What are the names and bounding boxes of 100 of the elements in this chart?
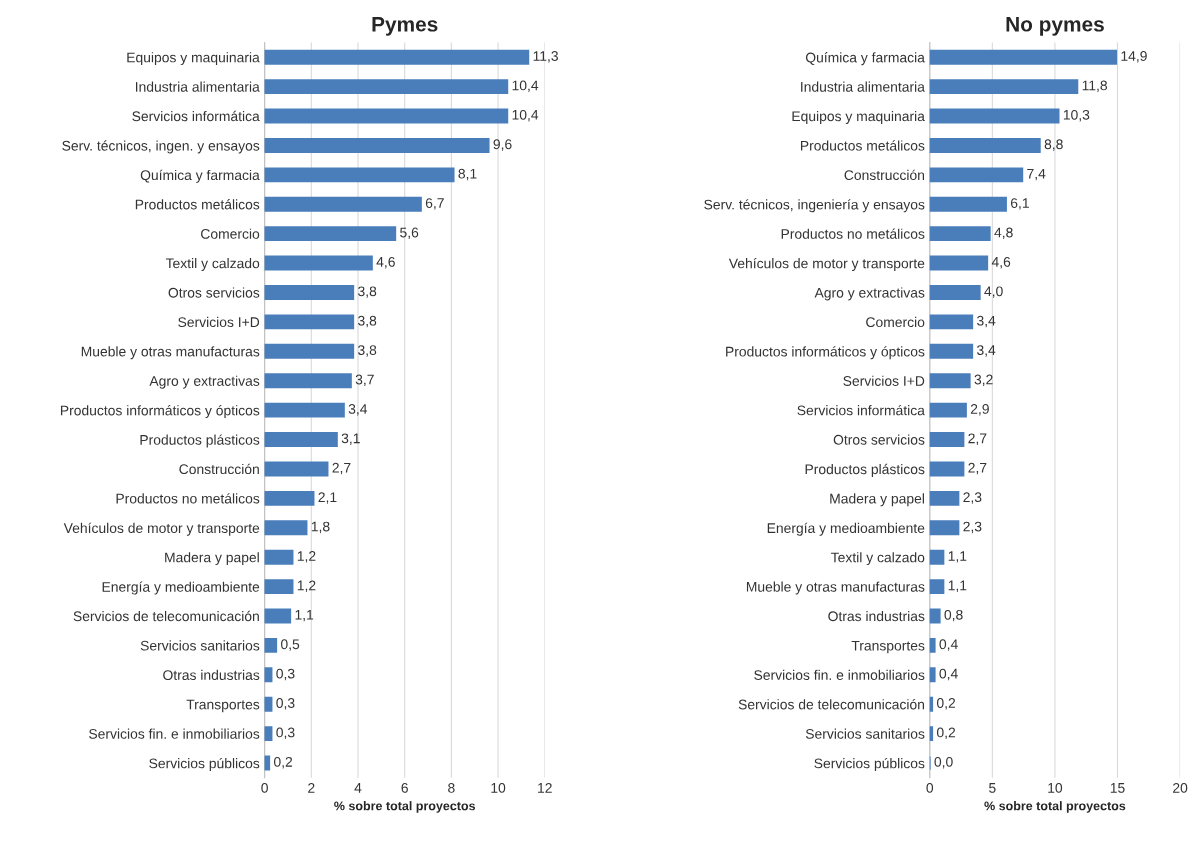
y-tick-label: Mueble y otras manufacturas [81, 346, 260, 360]
bar [264, 549, 294, 565]
x-tick-label: 12 [538, 782, 552, 793]
y-tick-label: Serv. técnicos, ingeniería y ensayos [704, 199, 925, 213]
bar [264, 255, 373, 271]
y-tick-label: Vehículos de motor y transporte [728, 257, 925, 272]
bar [264, 373, 352, 389]
y-tick-label: Construcción [844, 169, 924, 181]
bar [264, 285, 355, 300]
y-tick-label: Mueble y otras manufacturas [746, 581, 925, 595]
y-tick-label: Servicios sanitarios [805, 728, 925, 739]
y-tick-label: Productos plásticos [140, 434, 260, 448]
data-label: 1,1 [295, 610, 314, 622]
y-tick-label: Madera y papel [830, 493, 924, 507]
bar [929, 402, 967, 418]
data-label: 0,3 [276, 727, 295, 739]
data-label: 1,8 [311, 521, 330, 534]
data-label: 3,1 [341, 433, 360, 445]
data-label: 0,2 [936, 727, 956, 739]
y-tick-label: Servicios sanitarios [140, 640, 260, 651]
data-label: 0,3 [276, 668, 295, 681]
data-label: 2,3 [963, 521, 982, 534]
y-tick-label: Comercio [201, 228, 260, 239]
data-label: 0,8 [944, 609, 963, 622]
x-tick-label: 4 [354, 783, 362, 793]
bar [929, 49, 1118, 65]
data-label: 3,8 [358, 286, 377, 298]
y-tick-label: Productos no metálicos [781, 228, 925, 239]
bar [264, 314, 355, 330]
bar [929, 549, 945, 565]
bar [264, 196, 422, 212]
data-label: 3,4 [977, 345, 996, 357]
y-tick-label: Servicios I+D [178, 316, 260, 328]
data-label: 0,5 [281, 639, 300, 651]
bar [264, 402, 345, 418]
y-tick-label: Construcción [179, 463, 259, 475]
bar [929, 373, 971, 389]
x-tick-label: 6 [401, 782, 408, 793]
bar [264, 726, 273, 742]
x-axis-title: % sobre total proyectos [334, 801, 476, 813]
y-tick-label: Servicios informática [132, 110, 260, 122]
data-label: 1,2 [297, 551, 316, 563]
data-label: 2,9 [970, 404, 989, 416]
bar [929, 314, 974, 330]
y-tick-label: Madera y papel [165, 552, 259, 566]
bar [929, 667, 936, 683]
data-label: 4,0 [984, 286, 1003, 298]
chart-title: No pymes [1006, 17, 1104, 36]
y-tick-label: Textil y calzado [165, 258, 260, 271]
data-label: 10,4 [512, 109, 539, 122]
y-tick-label: Otras industrias [828, 610, 925, 622]
data-label: 8,8 [1044, 139, 1063, 151]
bar [929, 137, 1041, 153]
y-tick-label: Química y farmacia [805, 52, 925, 66]
bar [264, 226, 397, 242]
y-tick-label: Equipos y maquinaria [127, 52, 260, 66]
bar [929, 726, 934, 742]
bar [929, 579, 945, 595]
data-label: 8,1 [458, 168, 477, 181]
bar [929, 196, 1007, 212]
data-label: 2,7 [968, 462, 987, 475]
y-tick-label: Textil y calzado [831, 552, 925, 566]
y-tick-label: Agro y extractivas [149, 375, 260, 389]
data-label: 0,0 [934, 756, 953, 769]
bar [929, 520, 960, 536]
y-tick-label: Servicios fin. e inmobiliarios [89, 728, 260, 739]
bar [264, 520, 308, 536]
data-label: 3,8 [358, 315, 377, 328]
bar [929, 285, 981, 300]
x-tick-label: 8 [448, 782, 455, 793]
data-label: 2,7 [332, 462, 351, 475]
y-tick-label: Servicios de telecomunicación [738, 699, 925, 710]
data-label: 10,4 [512, 80, 539, 92]
y-tick-label: Servicios fin. e inmobiliarios [754, 669, 925, 680]
data-label: 3,2 [974, 374, 993, 387]
y-tick-label: Servicios de telecomunicación [73, 610, 259, 622]
bar [264, 490, 315, 506]
bar [929, 343, 974, 359]
y-tick-label: Productos informáticos y ópticos [60, 405, 260, 419]
x-tick-label: 10 [1048, 782, 1063, 793]
bar [264, 432, 338, 447]
x-axis-title: % sobre total proyectos [984, 801, 1126, 813]
data-label: 2,1 [318, 492, 337, 504]
bar [929, 696, 934, 712]
y-tick-label: Productos metálicos [800, 140, 925, 151]
data-label: 2,7 [968, 433, 987, 445]
data-label: 1,1 [948, 551, 967, 563]
bar [264, 137, 490, 153]
x-tick-label: 5 [989, 783, 996, 793]
x-tick-label: 15 [1110, 783, 1125, 793]
data-label: 10,3 [1063, 109, 1090, 122]
bar [264, 696, 273, 712]
data-label: 0,2 [274, 756, 293, 769]
y-tick-label: Productos plásticos [805, 463, 925, 477]
y-tick-label: Energía y medioambiente [767, 522, 925, 536]
data-label: 11,8 [1082, 80, 1108, 92]
data-label: 4,8 [994, 227, 1013, 240]
bar [264, 108, 509, 124]
y-tick-label: Industria alimentaria [801, 81, 925, 92]
bar [929, 637, 936, 653]
